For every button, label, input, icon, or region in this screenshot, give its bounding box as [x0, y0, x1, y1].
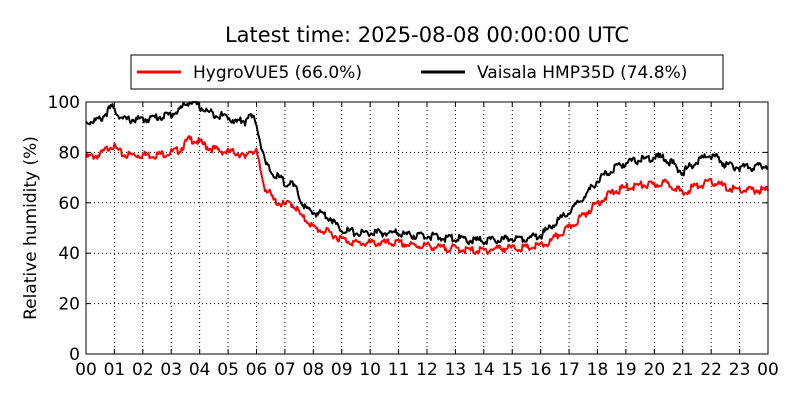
x-tick-label: 08 — [303, 360, 325, 380]
x-tick-label: 21 — [672, 360, 694, 380]
grid-lines — [86, 102, 768, 354]
y-tick-label: 0 — [69, 345, 80, 365]
x-tick-label: 23 — [729, 360, 751, 380]
x-tick-label: 12 — [416, 360, 438, 380]
x-tick-label: 18 — [587, 360, 609, 380]
x-tick-label: 11 — [388, 360, 410, 380]
x-tick-label: 10 — [359, 360, 381, 380]
x-tick-label: 07 — [274, 360, 296, 380]
x-tick-label: 22 — [700, 360, 722, 380]
x-tick-label: 13 — [445, 360, 467, 380]
series-line-vaisala-hmp35d — [85, 101, 769, 246]
x-tick-label: 15 — [501, 360, 523, 380]
x-tick-label: 04 — [189, 360, 211, 380]
y-axis-label: Relative humidity (%) — [21, 136, 41, 320]
legend-label-hygrovue5: HygroVUE5 (66.0%) — [193, 63, 362, 83]
x-tick-label: 20 — [644, 360, 666, 380]
y-tick-label: 100 — [48, 93, 80, 113]
x-tick-label: 16 — [530, 360, 552, 380]
x-tick-label: 06 — [246, 360, 268, 380]
x-tick-label: 01 — [104, 360, 126, 380]
plot-area — [86, 102, 768, 354]
x-tick-label: 05 — [217, 360, 239, 380]
y-tick-label: 60 — [58, 194, 80, 214]
legend-label-vaisala: Vaisala HMP35D (74.8%) — [477, 63, 687, 83]
y-tick-label: 80 — [58, 143, 80, 163]
x-tick-label: 03 — [160, 360, 182, 380]
x-tick-label: 00 — [757, 360, 779, 380]
x-tick-label: 17 — [558, 360, 580, 380]
axis-ticks: 00 01 02 03 04 05 06 07 08 09 10 11 12 13 14 15 16 17 18 19… — [48, 93, 779, 380]
x-tick-label: 09 — [331, 360, 353, 380]
x-tick-label: 00 — [75, 360, 97, 380]
x-tick-label: 19 — [615, 360, 637, 380]
x-tick-label: 14 — [473, 360, 495, 380]
legend: HygroVUE5 (66.0%) Vaisala HMP35D (74.8%) — [130, 54, 724, 90]
chart-title: Latest time: 2025-08-08 00:00:00 UTC — [225, 23, 629, 47]
y-tick-label: 40 — [58, 244, 80, 264]
series-lines — [85, 101, 769, 255]
series-line-hygrovue5 — [85, 135, 769, 255]
x-tick-label: 02 — [132, 360, 154, 380]
y-tick-label: 20 — [58, 295, 80, 315]
